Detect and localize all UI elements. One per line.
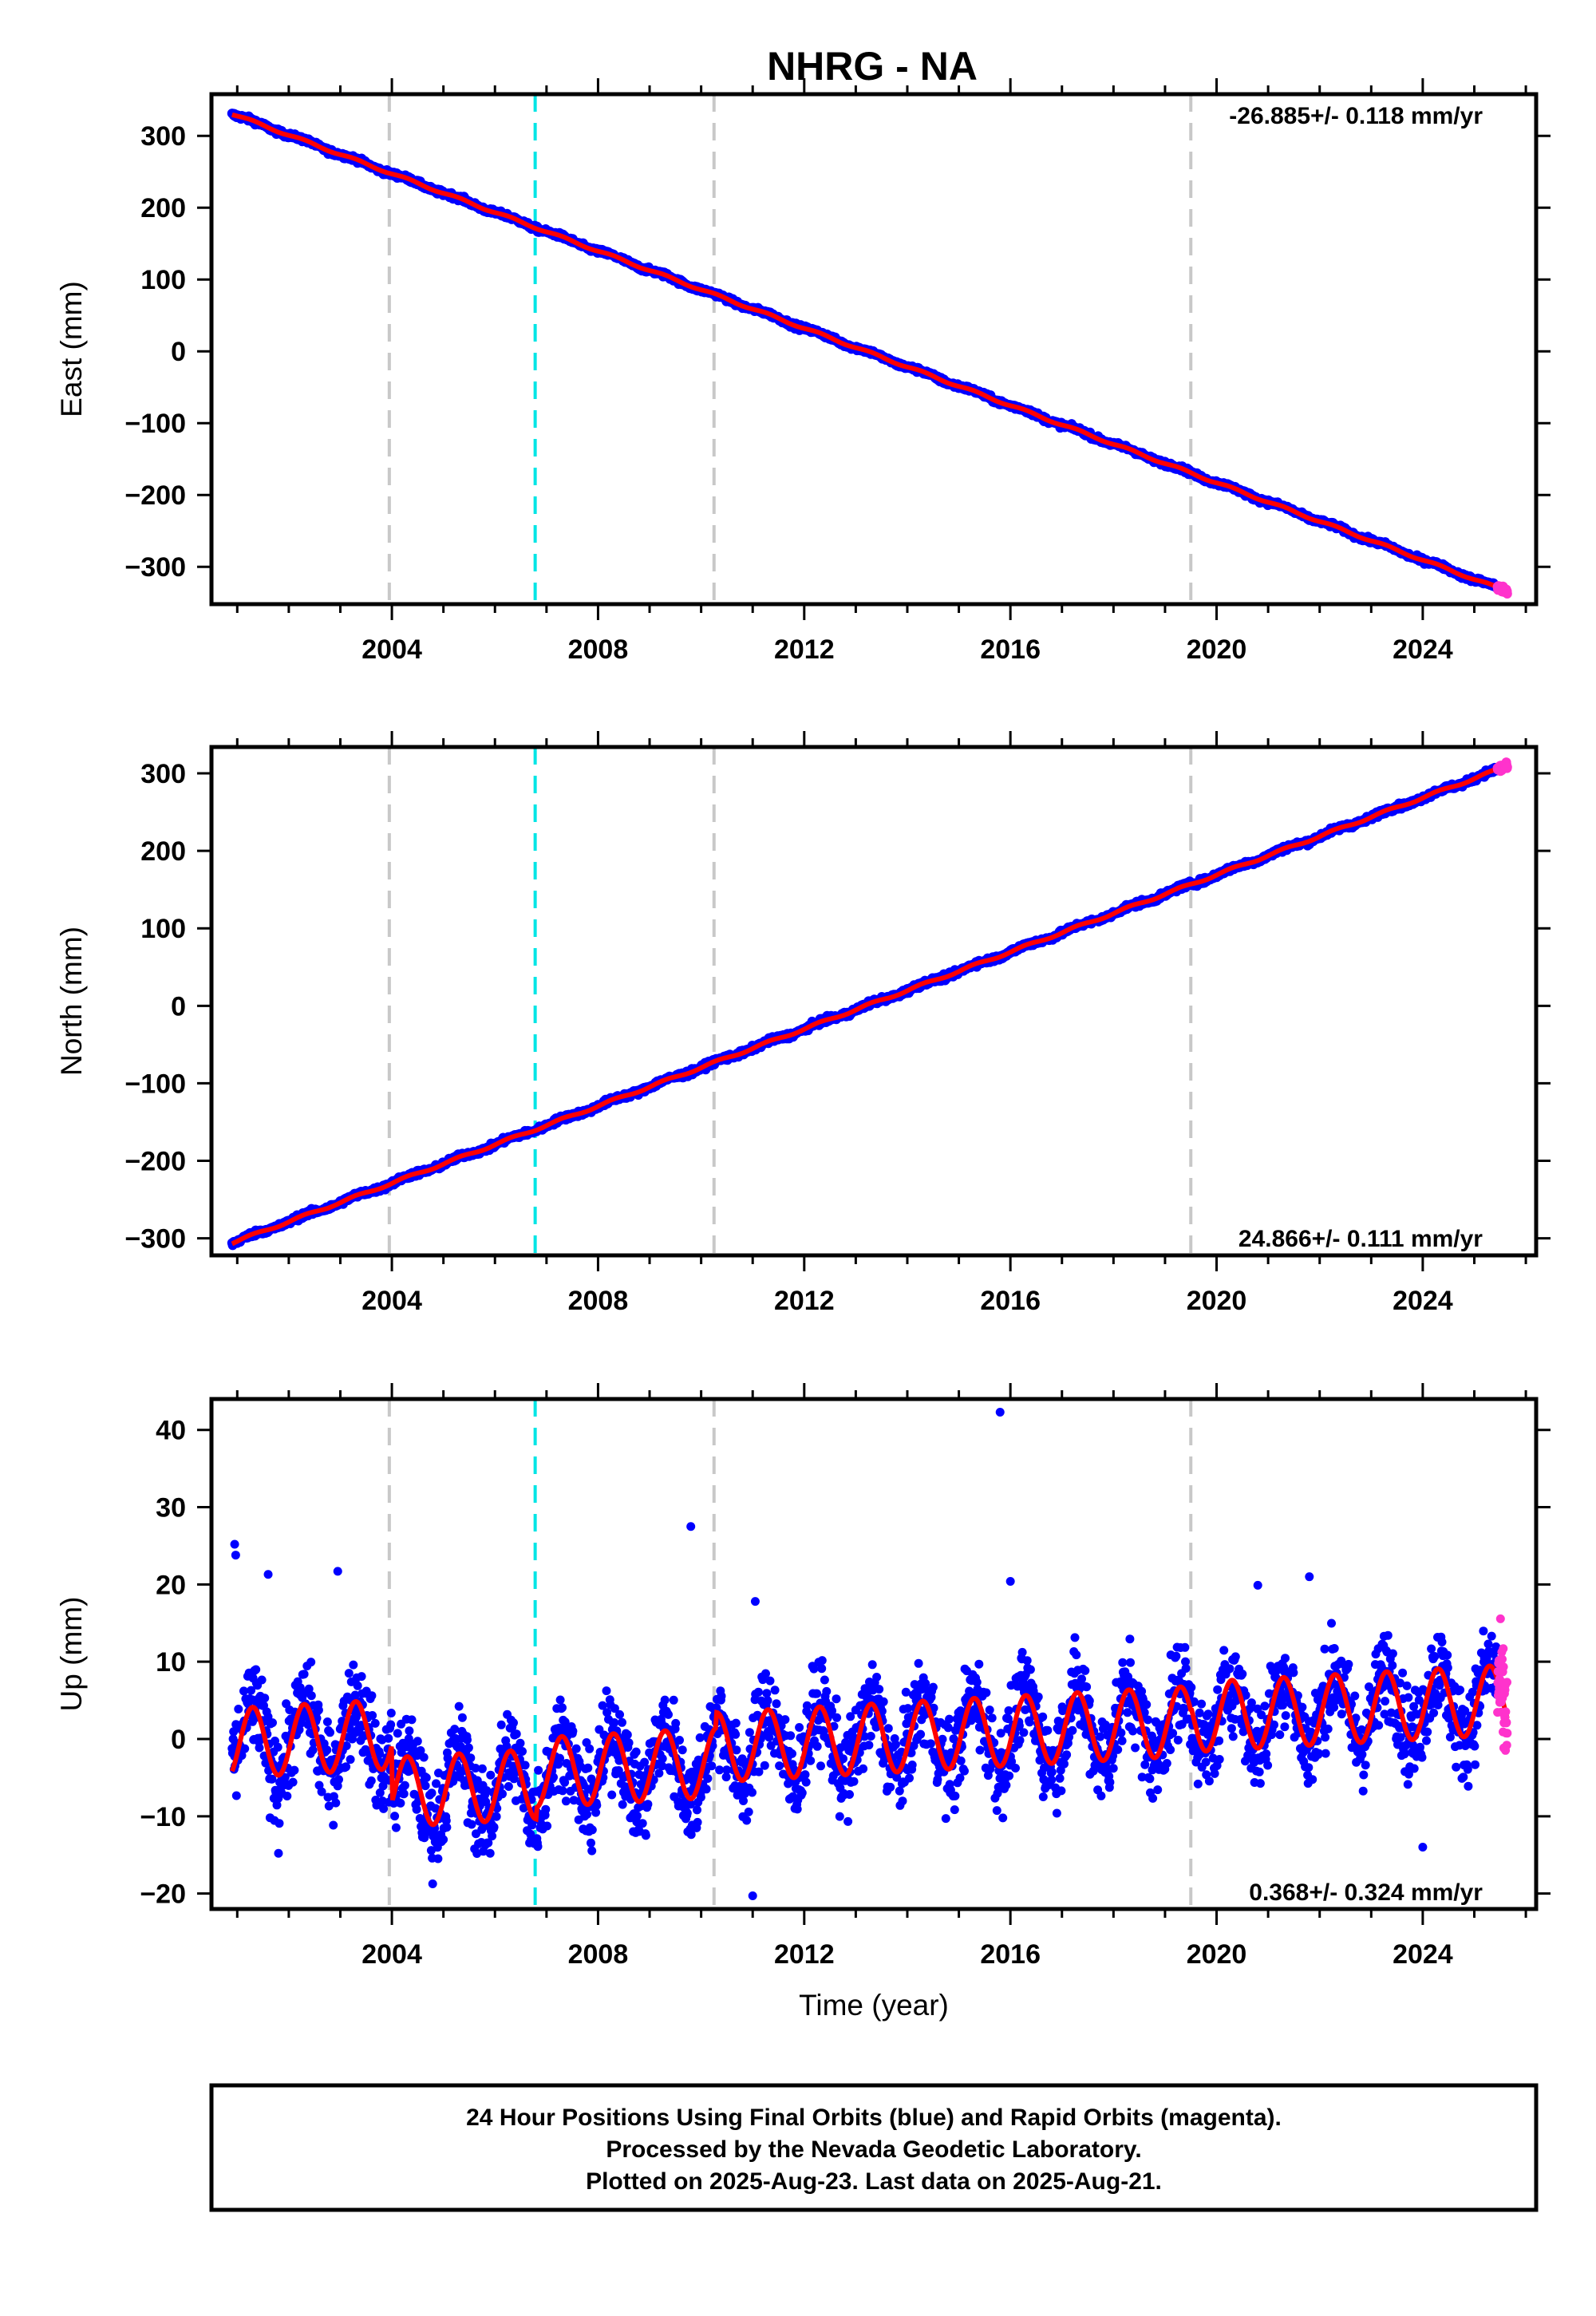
final-orbit-point [251,1665,261,1674]
final-orbit-point [357,1672,366,1682]
x-tick-label: 2024 [1393,634,1453,665]
y-tick-label: 0 [171,337,186,367]
rapid-orbit-point [1502,589,1512,599]
x-tick-label: 2020 [1187,1286,1247,1316]
y-tick-label: 200 [140,193,186,223]
y-tick-label: −200 [124,1147,186,1177]
final-orbit-point [231,1791,241,1800]
final-orbit-point [322,1717,332,1726]
y-tick-label: 300 [140,121,186,152]
final-orbit-point [346,1755,355,1765]
final-orbit-point [290,1765,299,1775]
x-tick-label: 2004 [361,1286,422,1316]
y-tick-label: 0 [171,991,186,1022]
final-orbit-point [288,1777,298,1787]
plot-frame [209,92,1539,607]
final-orbit-point [342,1741,351,1750]
final-orbit-point [234,1705,243,1713]
final-orbit-point [324,1801,334,1811]
x-tick-label: 2024 [1393,1286,1453,1316]
final-orbit-point [304,1684,314,1694]
final-orbit-point [272,1800,282,1810]
final-orbit-point [255,1743,264,1753]
final-orbit-point [240,1744,250,1753]
final-orbit-point [282,1792,292,1800]
final-orbit-point [306,1658,316,1667]
final-orbit-point [350,1690,360,1700]
final-orbit-point [353,1681,362,1690]
final-orbit-point [239,1686,248,1696]
y-tick-label: −100 [124,1069,186,1099]
final-orbit-point [368,1711,377,1720]
x-tick-label: 2016 [980,634,1041,665]
final-orbit-point [273,1742,282,1752]
final-orbit-point [308,1745,318,1755]
final-orbit-point [344,1669,354,1678]
final-orbit-point [268,1718,277,1728]
north-panel: 2004 2008 2012 2016 2020 2024 300 200 100 0 −100 −2… [55,731,1551,1316]
final-orbit-point [314,1705,323,1715]
final-orbit-point [260,1694,270,1703]
rate-annotation: 24.866+/- 0.111 mm/yr [1238,1226,1483,1252]
final-orbit-point [379,1804,389,1813]
final-orbit-point [280,1773,290,1782]
plot-frame [209,745,1539,1258]
rapid-orbit-point [1502,762,1512,773]
up-panel: 2004 2008 2012 2016 2020 2024403020100−10−20U… [55,1383,1551,2022]
data-points [227,109,1512,599]
x-tick-label: 2012 [774,1286,835,1316]
model-fit-line [231,112,1509,595]
final-orbit-point [375,1749,385,1758]
y-tick-label: 100 [140,914,186,944]
x-tick-label: 2008 [568,1286,629,1316]
x-tick-label: 2004 [361,634,422,665]
final-orbit-point [349,1660,358,1670]
final-orbit-point [229,1727,239,1737]
final-orbit-point [329,1820,338,1830]
y-axis-label: East (mm) [55,281,88,417]
final-orbit-point [366,1776,376,1785]
final-orbit-point [275,1819,284,1828]
final-orbit-point [317,1787,326,1796]
final-orbit-point [257,1675,267,1685]
y-tick-label: −200 [124,480,186,511]
x-tick-label: 2008 [568,634,629,665]
y-tick-label: −300 [124,1224,186,1255]
final-orbit-point [342,1762,351,1772]
data-points [227,757,1512,1251]
final-orbit-point [306,1691,316,1701]
final-orbit-point [326,1728,334,1737]
y-tick-label: 300 [140,759,186,789]
final-orbit-point [334,1775,343,1784]
final-orbit-point [375,1788,385,1797]
x-tick-label: 2016 [980,1286,1041,1316]
data-points [227,1407,1512,1901]
final-orbit-point [367,1691,377,1701]
final-orbit-point [247,1686,256,1695]
y-tick-label: −300 [124,552,186,583]
final-orbit-point [299,1670,309,1679]
final-orbit-point [370,1718,380,1728]
final-orbit-point [378,1781,388,1791]
y-axis-label: North (mm) [55,927,88,1076]
final-orbit-point [267,1774,277,1784]
final-orbit-point [331,1798,341,1808]
y-tick-label: 200 [140,836,186,867]
model-fit-line [231,764,1508,1247]
figure-title: NHRG - NA [767,44,978,89]
east-panel: 2004 2008 2012 2016 2020 2024 300 200 100 0 −100 −2… [55,78,1551,665]
x-tick-label: 2020 [1187,634,1247,665]
rate-annotation: -26.885+/- 0.118 mm/yr [1229,103,1483,129]
final-orbit-point [384,1733,393,1743]
final-orbit-point [322,1745,332,1755]
final-orbit-point [294,1725,304,1734]
x-tick-label: 2012 [774,634,835,665]
y-tick-label: −100 [124,409,186,439]
y-tick-label: 100 [140,265,186,295]
